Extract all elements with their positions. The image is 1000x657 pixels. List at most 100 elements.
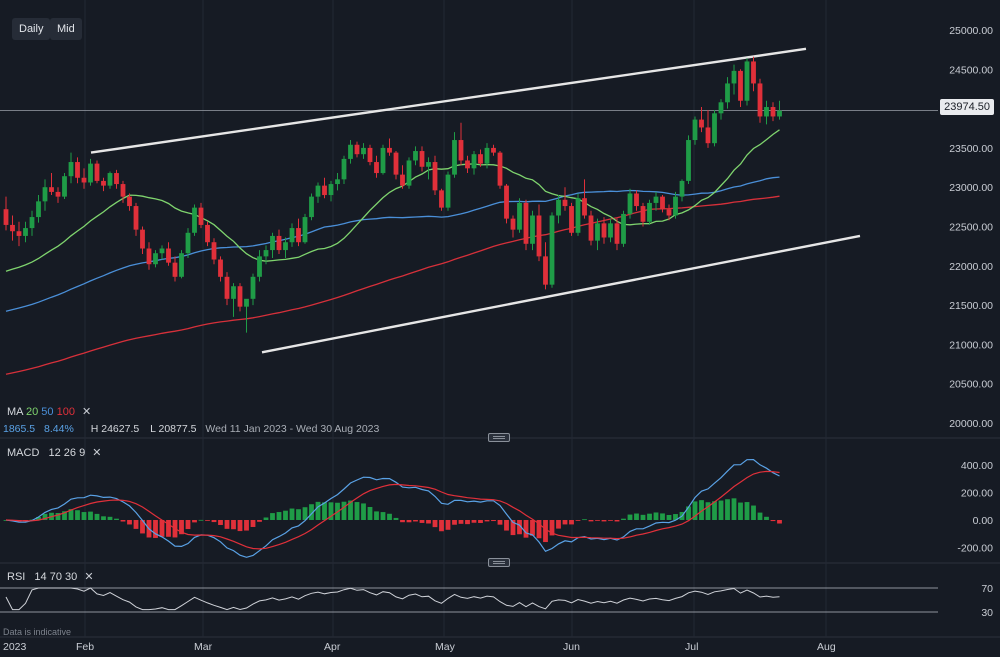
candle-up [679,180,685,197]
macd-histogram-bar [692,501,698,520]
macd-histogram-bar [153,520,158,538]
macd-histogram-bar [380,512,386,520]
candle-down [497,152,503,186]
info-change-value: 1865.5 [3,423,36,435]
price-pane-resize-handle[interactable] [488,433,510,442]
macd-histogram-bar [387,513,392,520]
candle-down [205,224,210,243]
macd-histogram-bar [614,520,620,522]
candle-down [94,163,100,181]
macd-histogram-bar [601,520,607,522]
candle-up [718,102,724,114]
candle-up [270,235,275,251]
candle-down [211,242,217,260]
rsi-period-label: 14 [34,571,47,583]
macd-legend[interactable]: MACD 12 26 9 ✕ [7,446,101,459]
candle-up [653,196,659,203]
macd-histogram-bar [309,504,314,520]
price-tick-label: 20500.00 [949,379,993,391]
macd-histogram-bar [68,509,74,520]
candle-up [361,147,366,155]
macd-histogram-bar [588,520,594,522]
candle-down [738,70,743,101]
macd-histogram-bar [367,506,373,520]
candle-up [380,147,386,174]
candle-down [114,173,119,185]
macd-histogram-bar [504,520,509,531]
candle-down [510,218,516,230]
candle-up [673,196,678,216]
price-tick-label: 23500.00 [949,143,993,155]
ma50-line [5,176,780,312]
candle-down [237,286,243,307]
macd-histogram-bar [270,513,275,520]
candle-down [322,185,327,196]
macd-histogram-bar [276,512,282,520]
candle-down [75,162,80,178]
price-tick-label: 20000.00 [949,418,993,430]
macd-histogram-bar [478,520,483,523]
macd-histogram-bar [374,511,379,520]
macd-histogram-bar [569,520,574,525]
macd-histogram-bar [94,513,100,520]
candle-down [16,231,22,236]
disclaimer: Data is indicative [3,627,72,637]
mid-button[interactable]: Mid [50,18,82,40]
rsi-close-icon[interactable]: ✕ [84,571,94,583]
candle-down [634,193,639,207]
candle-down [276,235,282,251]
daily-button[interactable]: Daily [12,18,51,40]
macd-histogram-bar [439,520,444,532]
macd-histogram-bar [413,520,418,522]
info-range: Wed 11 Jan 2023 - Wed 30 Aug 2023 [205,423,380,435]
candle-down [49,187,54,192]
macd-histogram-bar [341,501,347,520]
rsi-legend[interactable]: RSI 14 70 30 ✕ [7,570,94,583]
macd-histogram-bar [725,499,730,520]
candle-up [764,107,769,117]
macd-histogram-bar [536,520,542,539]
macd-histogram-bar [543,520,548,543]
candle-up [62,176,67,197]
macd-title: MACD [7,447,40,459]
candle-down [133,206,139,230]
macd-histogram-bar [218,520,223,525]
candle-up [731,70,737,84]
rsi-line [5,587,780,611]
price-tick-label: 22500.00 [949,222,993,234]
rsi-tick-label: 70 [981,583,993,595]
candle-up [302,217,308,243]
macd-histogram-bar [653,512,659,520]
x-tick-label: Aug [817,641,836,653]
x-tick-label: Jul [685,641,698,653]
candle-up [192,207,197,233]
macd-histogram-bar [458,520,464,524]
current-price-label: 23974.50 [940,99,994,115]
macd-signal-label: 9 [79,447,86,459]
macd-histogram-bar [738,502,743,520]
ma-legend[interactable]: MA 20 50 100 ✕ [7,405,91,418]
macd-histogram-bar [192,520,197,523]
macd-tick-label: 200.00 [961,487,993,499]
candle-up [530,215,535,244]
info-row: 1865.5 8.44% H 24627.5 L 20877.5 Wed 11 … [3,423,379,435]
macd-histogram-bar [452,520,457,525]
macd-tick-label: -200.00 [957,543,993,555]
macd-histogram-bar [283,510,288,520]
candle-up [309,196,314,218]
macd-close-icon[interactable]: ✕ [92,447,102,459]
candle-up [263,250,269,257]
macd-histogram-bar [250,520,256,527]
macd-histogram-bar [257,520,262,522]
candle-down [367,147,373,163]
macd-pane-resize-handle[interactable] [488,558,510,567]
ma-close-icon[interactable]: ✕ [82,406,92,418]
upper-channel-line [90,47,807,154]
candle-down [699,119,704,128]
macd-histogram-bar [621,518,626,520]
macd-histogram-bar [757,512,763,520]
macd-histogram-bar [699,500,704,520]
macd-histogram-bar [328,502,334,520]
macd-histogram-bar [42,513,48,520]
